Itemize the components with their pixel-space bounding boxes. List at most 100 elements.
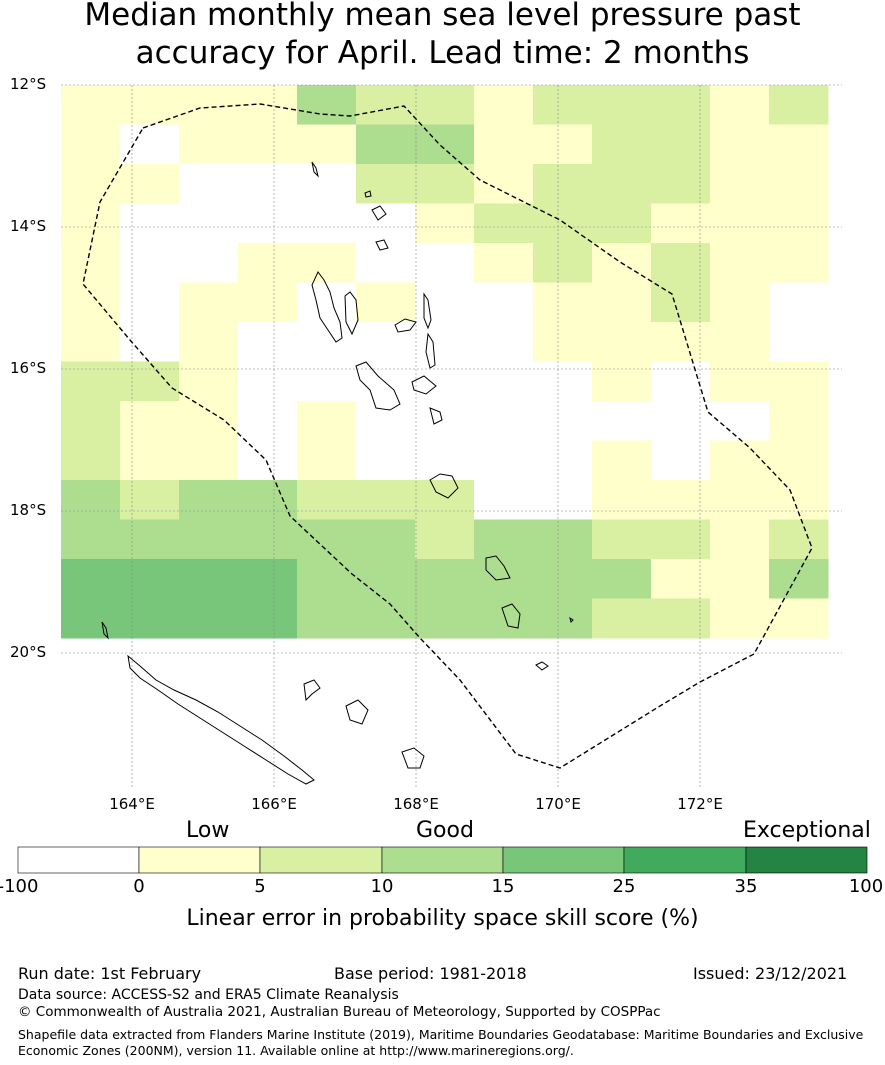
- grid-cell: [769, 85, 829, 125]
- grid-cell: [651, 598, 711, 639]
- grid-cell: [238, 164, 298, 204]
- colorbar-tick: 5: [254, 876, 266, 897]
- grid-cell: [356, 124, 416, 165]
- lat-label-20s: 20°S: [10, 643, 47, 661]
- grid-cell: [238, 243, 298, 283]
- grid-cell: [415, 598, 475, 639]
- title-line-2: accuracy for April. Lead time: 2 months: [135, 35, 750, 71]
- grid-cell: [533, 559, 593, 599]
- grid-cell: [238, 203, 298, 244]
- grid-cell: [651, 282, 711, 323]
- grid-cell: [710, 559, 770, 599]
- lon-label-164e: 164°E: [109, 795, 155, 813]
- grid-cell: [769, 440, 829, 481]
- grid-cell: [592, 440, 652, 481]
- island-espiritu-santo: [311, 271, 343, 343]
- grid-cell: [533, 85, 593, 125]
- grid-cell: [769, 164, 829, 204]
- grid-cell: [592, 480, 652, 520]
- island-ambae: [394, 318, 417, 333]
- colorbar-swatch: [138, 846, 261, 874]
- island-tanna: [501, 603, 521, 629]
- grid-cell: [651, 243, 711, 283]
- grid-cell: [356, 440, 416, 481]
- shapefile-credit-line-1: Shapefile data extracted from Flanders M…: [18, 1027, 864, 1042]
- grid-cell: [415, 322, 475, 362]
- grid-cell: [179, 243, 239, 283]
- grid-cell: [592, 519, 652, 560]
- grid-cell: [710, 440, 770, 481]
- grid-cell: [769, 598, 829, 639]
- grid-cell: [120, 361, 180, 402]
- grid-cell: [474, 401, 534, 441]
- grid-cell: [710, 124, 770, 165]
- grid-cell: [120, 480, 180, 520]
- grid-cell: [651, 322, 711, 362]
- grid-cell: [61, 480, 121, 520]
- grid-cell: [592, 203, 652, 244]
- island-pentecost: [425, 332, 436, 369]
- grid-cell: [61, 440, 121, 481]
- grid-cell: [769, 243, 829, 283]
- island-ambrym: [411, 375, 437, 395]
- grid-cell: [533, 203, 593, 244]
- colorbar-tick: 25: [612, 876, 636, 897]
- grid-cell: [710, 282, 770, 323]
- grid-cell: [592, 322, 652, 362]
- grid-cell: [710, 322, 770, 362]
- island-efate: [429, 473, 459, 499]
- grid-cell: [651, 124, 711, 165]
- grid-cell: [415, 559, 475, 599]
- grid-cell: [356, 559, 416, 599]
- base-period: Base period: 1981-2018: [334, 964, 527, 983]
- grid-cell: [474, 598, 534, 639]
- grid-cell: [769, 282, 829, 323]
- grid-cell: [179, 164, 239, 204]
- grid-cell: [297, 559, 357, 599]
- grid-cell: [592, 361, 652, 402]
- grid-cell: [61, 124, 121, 165]
- grid-cell: [651, 361, 711, 402]
- grid-cell: [533, 598, 593, 639]
- grid-cell: [179, 282, 239, 323]
- grid-cell: [474, 124, 534, 165]
- category-exceptional: Exceptional: [743, 818, 871, 843]
- grid-cell: [651, 203, 711, 244]
- grid-cell: [297, 203, 357, 244]
- island-belep: [101, 621, 109, 640]
- grid-cell: [297, 282, 357, 323]
- eez-boundary: [82, 103, 813, 769]
- grid-cell: [474, 282, 534, 323]
- grid-cell: [61, 401, 121, 441]
- grid-cell: [297, 519, 357, 560]
- grid-cell: [120, 598, 180, 639]
- grid-cell: [356, 322, 416, 362]
- grid-cell: [61, 203, 121, 244]
- colorbar-swatch: [381, 846, 504, 874]
- grid-cell: [238, 440, 298, 481]
- skill-score-grid: [0, 80, 885, 807]
- grid-cell: [415, 164, 475, 204]
- grid-cell: [474, 361, 534, 402]
- grid-cell: [592, 124, 652, 165]
- grid-cell: [297, 243, 357, 283]
- grid-cell: [533, 361, 593, 402]
- data-source: Data source: ACCESS-S2 and ERA5 Climate …: [18, 987, 399, 1003]
- grid-cell: [61, 282, 121, 323]
- lat-label-14s: 14°S: [10, 217, 47, 235]
- grid-cell: [61, 361, 121, 402]
- grid-cell: [120, 203, 180, 244]
- grid-cell: [120, 401, 180, 441]
- grid-cell: [179, 559, 239, 599]
- category-good: Good: [416, 818, 474, 843]
- grid-cell: [533, 124, 593, 165]
- grid-cell: [179, 440, 239, 481]
- grid-cell: [61, 322, 121, 362]
- grid-cell: [710, 361, 770, 402]
- colorbar-swatch: [259, 846, 383, 874]
- grid-cell: [120, 440, 180, 481]
- grid-cell: [474, 322, 534, 362]
- island-hunter: [569, 616, 574, 623]
- grid-cell: [533, 440, 593, 481]
